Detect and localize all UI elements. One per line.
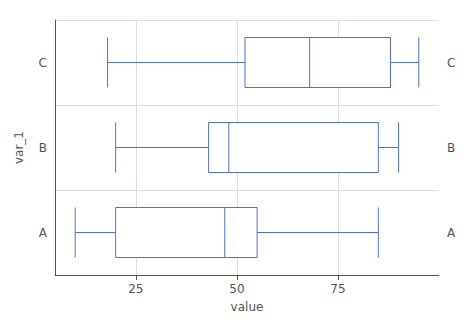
- svg-text:A: A: [39, 226, 48, 240]
- svg-text:var_1: var_1: [12, 131, 26, 164]
- svg-text:B: B: [447, 141, 455, 155]
- svg-text:C: C: [447, 56, 455, 70]
- svg-text:value: value: [231, 300, 264, 314]
- svg-text:75: 75: [330, 282, 345, 296]
- svg-text:B: B: [39, 141, 47, 155]
- svg-text:A: A: [447, 226, 456, 240]
- svg-text:25: 25: [128, 282, 143, 296]
- svg-text:50: 50: [229, 282, 244, 296]
- svg-text:C: C: [39, 56, 47, 70]
